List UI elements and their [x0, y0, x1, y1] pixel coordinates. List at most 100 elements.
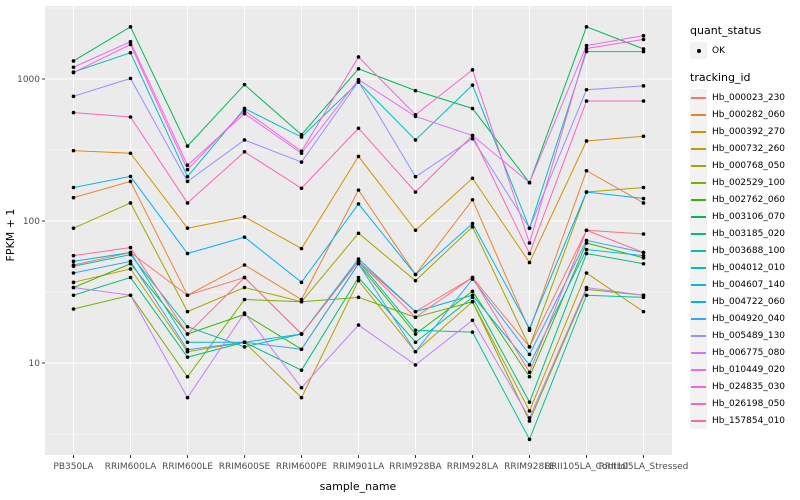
data-point — [185, 163, 190, 168]
data-point — [71, 185, 76, 190]
data-point — [185, 174, 190, 179]
data-point — [527, 180, 532, 185]
legend-item-label: Hb_026198_050 — [712, 398, 786, 409]
legend-item-Hb_157854_010: Hb_157854_010 — [690, 412, 800, 429]
data-point — [641, 37, 646, 42]
line-key-icon — [690, 208, 707, 225]
data-point — [584, 247, 589, 252]
data-point — [242, 150, 247, 154]
line-key-icon — [690, 344, 707, 361]
data-point — [185, 226, 190, 230]
data-point — [242, 138, 247, 142]
data-point — [584, 49, 589, 54]
data-point — [71, 280, 76, 285]
data-point — [128, 76, 133, 81]
legend-item-label: Hb_004920_040 — [712, 313, 786, 324]
data-point — [527, 437, 532, 442]
data-point — [185, 324, 190, 329]
line-key-icon — [690, 361, 707, 378]
line-key-icon — [690, 242, 707, 259]
legend-item-Hb_002529_100: Hb_002529_100 — [690, 174, 800, 191]
legend-item-label: Hb_006775_080 — [712, 347, 786, 358]
legend-item-Hb_003185_020: Hb_003185_020 — [690, 225, 800, 242]
legend-item-label: Hb_002529_100 — [712, 177, 786, 188]
y-tick-label: 10 — [29, 359, 41, 369]
data-point — [470, 133, 475, 138]
data-point — [356, 77, 361, 82]
data-point — [299, 149, 304, 154]
legend-item-Hb_004722_060: Hb_004722_060 — [690, 293, 800, 310]
data-point — [71, 293, 76, 298]
data-point — [356, 202, 361, 206]
line-key-icon — [690, 225, 707, 242]
x-axis-title: sample_name — [320, 480, 397, 493]
data-point — [470, 293, 475, 298]
data-point — [242, 311, 247, 315]
line-key-icon — [690, 140, 707, 157]
line-key-icon — [690, 89, 707, 106]
line-key-icon — [690, 276, 707, 293]
x-tick-label: RRII105LA_Control — [545, 462, 628, 472]
data-point — [584, 25, 589, 29]
data-point — [299, 160, 304, 164]
legend-item-label: OK — [712, 45, 725, 56]
data-point — [242, 215, 247, 219]
data-point — [128, 267, 133, 271]
data-point — [527, 400, 532, 404]
line-key-icon — [690, 293, 707, 310]
data-point — [242, 285, 247, 290]
data-point — [71, 94, 76, 99]
tracking-id-legend-items: Hb_000023_230 Hb_000282_060 Hb_000392_270 H… — [690, 89, 800, 429]
data-point — [299, 395, 304, 400]
data-point — [527, 226, 532, 230]
data-point — [470, 330, 475, 334]
legend-item-Hb_026198_050: Hb_026198_050 — [690, 395, 800, 412]
x-tick-label: RRIM928BA — [389, 462, 442, 472]
data-point — [356, 126, 361, 131]
data-point — [242, 263, 247, 267]
data-point — [128, 39, 133, 44]
data-point — [299, 332, 304, 336]
legend-item-Hb_000282_060: Hb_000282_060 — [690, 106, 800, 123]
legend-item-Hb_000732_260: Hb_000732_260 — [690, 140, 800, 157]
data-point — [128, 250, 133, 255]
legend-item-label: Hb_157854_010 — [712, 415, 786, 426]
data-point — [356, 55, 361, 59]
data-point — [413, 309, 418, 314]
legend-item-Hb_006775_080: Hb_006775_080 — [690, 344, 800, 361]
legend-item-label: Hb_000023_230 — [712, 92, 786, 103]
data-point — [71, 264, 76, 269]
data-point — [584, 168, 589, 173]
data-point — [641, 47, 646, 51]
data-point — [470, 299, 475, 304]
legend-item-label: Hb_000282_060 — [712, 109, 786, 120]
data-point — [527, 374, 532, 379]
legend-item-Hb_004607_140: Hb_004607_140 — [690, 276, 800, 293]
legend-item-label: Hb_000392_270 — [712, 126, 786, 137]
x-tick-label: RRII105LA_Stressed — [599, 462, 689, 472]
data-point — [527, 345, 532, 349]
data-point — [413, 349, 418, 354]
data-point — [185, 374, 190, 379]
data-point — [413, 332, 418, 336]
x-tick-label: RRIM928LA — [447, 462, 499, 472]
data-point — [356, 278, 361, 283]
x-tick-label: RRIM600LA — [105, 462, 157, 472]
data-point — [299, 368, 304, 372]
data-point — [128, 50, 133, 55]
data-point — [185, 179, 190, 184]
data-point — [527, 416, 532, 420]
line-key-icon — [690, 310, 707, 327]
data-point — [356, 231, 361, 236]
data-point — [641, 99, 646, 103]
data-point — [413, 278, 418, 283]
x-tick-label: PB350LA — [53, 462, 94, 472]
quant-status-legend-title: quant_status — [690, 24, 762, 37]
data-point — [584, 251, 589, 256]
data-point — [413, 112, 418, 117]
data-point — [71, 226, 76, 230]
data-point — [242, 235, 247, 239]
data-point — [185, 395, 190, 400]
data-point — [641, 201, 646, 205]
